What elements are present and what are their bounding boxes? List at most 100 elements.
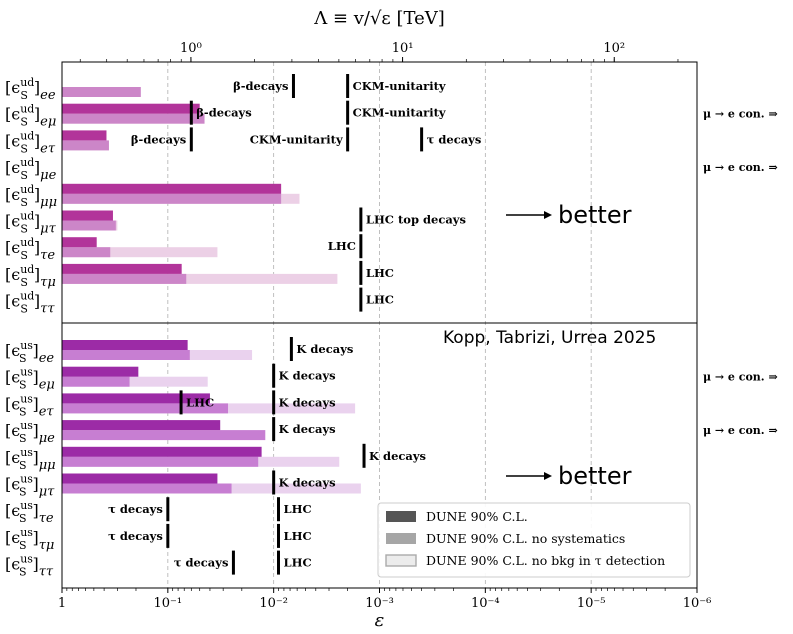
- axes-layer: 1 10⁻¹ 10⁻² 10⁻³ 10⁻⁴ 10⁻⁵ 10⁻⁶ ε 10⁰ 10¹ 10² Λ ≡ v…: [58, 8, 711, 631]
- bar-nosys: [62, 483, 232, 494]
- legend: DUNE 90% C.L. DUNE 90% C.L. no systematic…: [377, 502, 691, 578]
- row-label: [ϵus S]μμ: [5, 446, 56, 473]
- bar-nosys: [62, 273, 187, 284]
- bar-nosys: [62, 456, 259, 467]
- limit-label: LHC: [366, 293, 394, 307]
- bar-dune: [62, 473, 218, 484]
- mu-e-conversion-note: μ → e con. ⇒: [703, 161, 778, 174]
- bar-nosys: [62, 193, 282, 204]
- author-annotation: Kopp, Tabrizi, Urrea 2025: [443, 328, 656, 348]
- bar-nobkg: [62, 247, 218, 258]
- bar-nosys: [62, 113, 205, 124]
- limit-label: LHC: [328, 239, 356, 253]
- bar-dune: [62, 210, 113, 221]
- x-tick-label: 10⁻¹: [154, 596, 183, 611]
- legend-box: [377, 502, 691, 578]
- limit-label: K decays: [279, 422, 336, 436]
- row-label: [ϵus S]τμ: [5, 526, 54, 553]
- limit-label: β-decays: [131, 132, 186, 146]
- bar-nosys: [62, 87, 141, 97]
- limit-label: τ decays: [108, 502, 163, 516]
- x-tick-label: 10⁻⁴: [471, 596, 500, 611]
- row-label: [ϵus S]τe: [5, 499, 54, 526]
- limit-label: CKM-unitarity: [250, 132, 343, 146]
- bar-dune: [62, 366, 139, 377]
- limit-label: K decays: [369, 449, 426, 463]
- row-label: [ϵud S]τe: [5, 236, 55, 263]
- x-tick-label: 1: [58, 596, 66, 611]
- bar-nosys: [62, 403, 229, 414]
- mu-e-conversion-note: μ → e con. ⇒: [703, 424, 778, 437]
- bar-dune: [62, 340, 188, 350]
- x-tick-label: 10⁻⁵: [577, 596, 606, 611]
- row-label: [ϵud S]eμ: [5, 103, 56, 130]
- limit-label: LHC: [366, 266, 394, 280]
- bar-nosys: [62, 376, 130, 387]
- limit-label: K decays: [296, 342, 353, 356]
- limit-label: LHC: [284, 502, 312, 516]
- bar-nosys: [62, 220, 116, 231]
- x-tick-label: 10⁻⁶: [683, 596, 712, 611]
- mu-e-conversion-note: μ → e con. ⇒: [703, 108, 778, 121]
- x-axis-label: ε: [375, 610, 385, 631]
- bar-nobkg: [62, 273, 338, 284]
- row-label: [ϵud S]μe: [5, 156, 57, 183]
- limit-label: LHC top decays: [366, 213, 466, 227]
- better-arrow-head: [544, 211, 552, 219]
- bar-nosys: [62, 140, 109, 151]
- bar-dune: [62, 130, 107, 141]
- x-tick-label: 10⁻²: [259, 596, 288, 611]
- better-arrow-head: [544, 472, 552, 480]
- better-label: better: [558, 462, 632, 490]
- row-label: [ϵus S]ee: [5, 339, 54, 366]
- row-label: [ϵud S]ττ: [5, 290, 55, 317]
- legend-label: DUNE 90% C.L. no systematics: [426, 531, 625, 546]
- legend-label: DUNE 90% C.L. no bkg in τ detection: [426, 553, 665, 568]
- row-labels: [ϵud S]ee[ϵud S]eμμ → e con. ⇒[ϵud S]eτ[ϵud…: [5, 76, 778, 580]
- limit-label: K decays: [279, 395, 336, 409]
- limit-label: K decays: [279, 476, 336, 490]
- row-label: [ϵus S]eτ: [5, 392, 54, 419]
- limit-label: CKM-unitarity: [353, 79, 446, 93]
- limit-label: τ decays: [427, 132, 482, 146]
- limits-layer: β-decays CKM-unitarity β-decays CKM-unitari…: [108, 74, 632, 575]
- bar-dune: [62, 393, 210, 404]
- limit-label: LHC: [186, 395, 214, 409]
- row-label: [ϵus S]ττ: [5, 553, 54, 580]
- limit-label: β-decays: [233, 79, 288, 93]
- legend-swatch: [386, 533, 416, 544]
- bar-dune: [62, 263, 182, 274]
- bar-dune: [62, 420, 221, 431]
- top-axis-label: Λ ≡ v/√ε [TeV]: [313, 8, 445, 29]
- row-label: [ϵud S]τμ: [5, 263, 56, 290]
- row-label: [ϵud S]ee: [5, 76, 56, 103]
- row-label: [ϵud S]μτ: [5, 210, 57, 237]
- x-tick-label: 10⁻³: [365, 596, 394, 611]
- bar-nosys: [62, 350, 190, 360]
- limit-label: LHC: [284, 556, 312, 570]
- legend-label: DUNE 90% C.L.: [426, 509, 528, 524]
- grid-lines: [167, 62, 592, 588]
- limit-label: K decays: [279, 369, 336, 383]
- limit-label: τ decays: [174, 556, 229, 570]
- better-label: better: [558, 201, 632, 229]
- bar-nobkg: [62, 376, 208, 387]
- row-label: [ϵus S]μe: [5, 419, 55, 446]
- bar-dune: [62, 237, 97, 248]
- legend-swatch: [386, 511, 416, 522]
- top-tick-label: 10²: [603, 41, 625, 56]
- bars-layer: [62, 87, 361, 494]
- legend-swatch: [385, 554, 417, 567]
- mu-e-conversion-note: μ → e con. ⇒: [703, 371, 778, 384]
- limit-label: β-decays: [196, 106, 251, 120]
- limit-label: τ decays: [108, 529, 163, 543]
- bar-dune: [62, 103, 200, 114]
- top-tick-label: 10⁰: [180, 41, 202, 56]
- row-label: [ϵus S]eμ: [5, 366, 55, 393]
- bar-dune: [62, 446, 262, 457]
- limit-label: CKM-unitarity: [353, 106, 446, 120]
- bar-nosys: [62, 247, 111, 258]
- bar-dune: [62, 183, 282, 194]
- row-label: [ϵud S]μμ: [5, 183, 57, 210]
